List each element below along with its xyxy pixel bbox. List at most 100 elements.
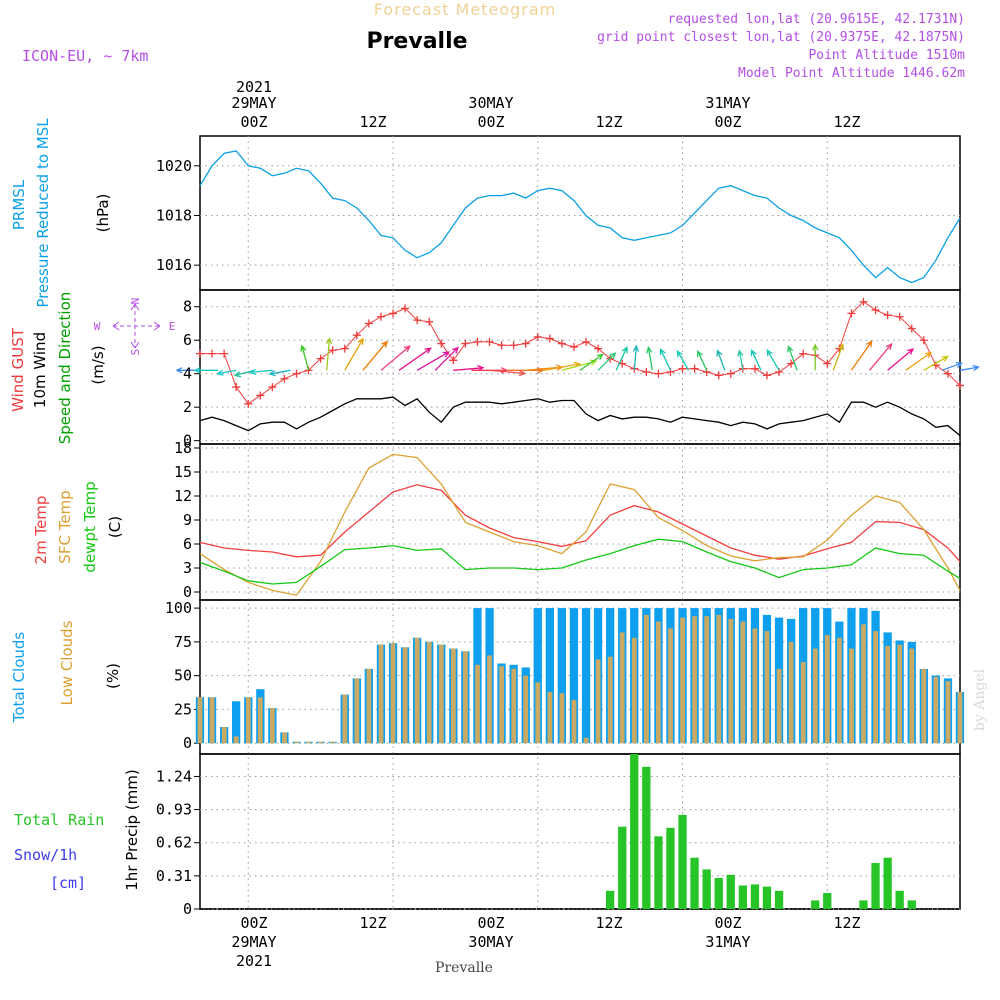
- y-tick-label: 15: [174, 463, 192, 481]
- rain-bar: [738, 885, 747, 909]
- prmsl-label: PRMSL: [10, 179, 28, 230]
- low-cloud-bar: [740, 621, 746, 744]
- y-tick-label: 100: [165, 599, 192, 617]
- wind-direction-arrow: [597, 352, 617, 371]
- low-cloud-bar: [451, 648, 456, 744]
- wind-direction-arrow: [737, 349, 744, 371]
- rain-bar: [907, 900, 916, 909]
- low-cloud-bar: [426, 641, 432, 744]
- rain-bar: [666, 827, 675, 909]
- low-clouds-label: Low Clouds: [58, 620, 76, 705]
- rain-bar: [690, 857, 699, 909]
- low-cloud-bar: [849, 648, 854, 744]
- y-tick-label: 0.31: [156, 867, 192, 885]
- gust-point: [449, 356, 458, 365]
- bottom-day-label-2: 30MAY: [468, 933, 513, 951]
- gust-point: [557, 339, 566, 348]
- low-cloud-bar: [209, 697, 215, 744]
- low-cloud-bar: [607, 656, 613, 744]
- compass-north: N: [129, 298, 142, 305]
- gust-point: [292, 369, 301, 378]
- low-cloud-bar: [535, 682, 541, 744]
- gust-point: [497, 341, 506, 350]
- gust-point: [569, 342, 578, 351]
- y-tick-label: 0: [183, 583, 192, 601]
- rain-bar: [774, 890, 784, 909]
- gust-point: [533, 332, 542, 341]
- total-cloud-bar: [232, 701, 241, 744]
- pressure-line: [199, 150, 961, 284]
- low-cloud-bar: [559, 693, 565, 744]
- low-cloud-bar: [595, 659, 601, 744]
- low-cloud-bar: [776, 668, 782, 744]
- watermark-signature: by Angel: [972, 668, 988, 731]
- low-cloud-bar: [270, 708, 275, 744]
- wind-direction-arrow: [362, 340, 388, 371]
- gust-line: [200, 301, 961, 405]
- wind-direction-arrow: [850, 340, 873, 371]
- rain-bar: [750, 884, 760, 909]
- gust-point: [750, 364, 759, 373]
- gust-point: [787, 359, 796, 368]
- low-cloud-bar: [583, 737, 589, 744]
- low-cloud-bar: [619, 632, 625, 744]
- compass-east: E: [169, 320, 176, 333]
- wind-direction-arrow: [750, 348, 762, 371]
- gust-label: Wind GUST: [9, 327, 27, 412]
- top-hour-tick-5: 00Z: [714, 113, 741, 131]
- bottom-hour-tick-3: 00Z: [477, 914, 504, 932]
- low-cloud-bar: [475, 664, 480, 744]
- low-cloud-bar: [752, 628, 758, 744]
- low-cloud-bar: [378, 644, 384, 744]
- wind-direction-arrow: [905, 351, 933, 371]
- y-tick-label: 18: [174, 439, 192, 457]
- gust-point: [389, 309, 398, 318]
- gust-point: [473, 337, 482, 346]
- low-cloud-bar: [644, 614, 649, 744]
- dewpt-label: dewpt Temp: [81, 481, 99, 572]
- wind-direction-arrow: [300, 344, 310, 371]
- low-cloud-bar: [800, 662, 806, 744]
- y-tick-label: 4: [183, 365, 192, 383]
- low-cloud-bar: [728, 618, 734, 744]
- gust-point: [654, 369, 663, 378]
- temp2m-label: 2m Temp: [32, 496, 50, 565]
- total-cloud-bar: [533, 608, 542, 744]
- total-cloud-bar: [569, 608, 579, 744]
- total-cloud-bar: [581, 608, 591, 744]
- gust-point: [196, 349, 204, 358]
- y-tick-label: 0: [183, 734, 192, 752]
- y-tick-label: 2: [183, 398, 192, 416]
- gust-point: [726, 369, 735, 378]
- gust-point: [907, 324, 916, 333]
- compass-north-arrow: [130, 303, 140, 311]
- gust-point: [485, 337, 494, 346]
- bottom-hour-tick-2: 12Z: [359, 914, 386, 932]
- wind-direction-arrow: [579, 353, 604, 371]
- wind-direction-arrow: [676, 349, 690, 371]
- top-day-label-3: 31MAY: [705, 94, 750, 112]
- requested-coords: requested lon,lat (20.9615E, 42.1731N): [668, 12, 965, 27]
- low-cloud-bar: [631, 637, 637, 744]
- low-cloud-bar: [547, 691, 553, 744]
- low-cloud-bar: [668, 628, 673, 744]
- low-cloud-bar: [390, 643, 396, 744]
- y-tick-label: 8: [183, 298, 192, 316]
- gust-point: [943, 369, 952, 378]
- gust-point: [328, 346, 337, 355]
- wind-panel-frame: [199, 289, 961, 445]
- gust-point: [208, 349, 217, 358]
- rain-bar: [630, 754, 639, 909]
- wind-direction-arrow: [697, 349, 708, 371]
- y-tick-label: 1016: [156, 256, 192, 274]
- gust-point: [244, 399, 253, 408]
- y-tick-label: 50: [174, 667, 192, 685]
- gust-point: [871, 306, 880, 315]
- gust-point: [413, 316, 422, 325]
- dewpt-line: [199, 538, 961, 585]
- pressure-panel-frame: [199, 135, 961, 291]
- bottom-hour-tick-6: 12Z: [833, 914, 860, 932]
- gust-point: [859, 297, 868, 306]
- low-cloud-bar: [233, 736, 239, 744]
